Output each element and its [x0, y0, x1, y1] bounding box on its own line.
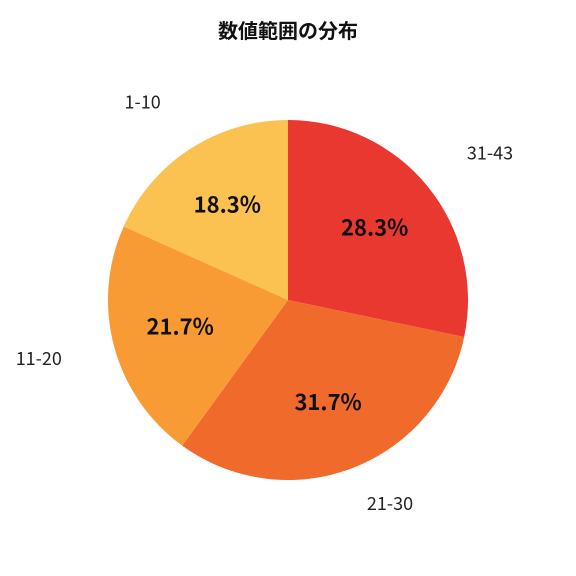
pie-category-label: 11-20 [16, 345, 62, 371]
pie-percent-label: 18.3% [194, 187, 261, 219]
pie-category-label: 21-30 [367, 490, 413, 516]
pie-percent-label: 28.3% [341, 211, 408, 243]
pie-category-label: 1-10 [125, 89, 161, 115]
pie-percent-label: 21.7% [147, 310, 214, 342]
pie-percent-label: 31.7% [294, 385, 361, 417]
chart-title: 数値範囲の分布 [218, 15, 358, 44]
pie-chart: 数値範囲の分布 28.3% 31.7% 21.7% 18.3% 31-43 21-30 1… [0, 0, 576, 576]
pie-category-label: 31-43 [467, 140, 513, 166]
pie-slices [108, 120, 468, 480]
